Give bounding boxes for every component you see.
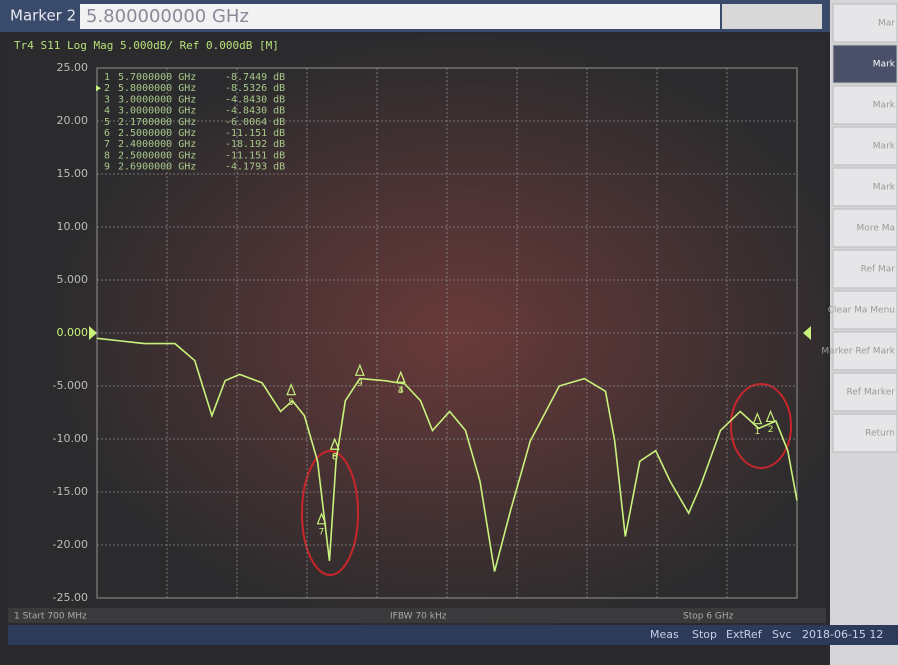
y-tick-label: 20.00 [57,114,89,127]
marker-label: 7 [319,527,325,537]
softkey-label[interactable]: Mark [873,183,896,193]
marker-label: 1 [755,427,761,437]
softkey[interactable] [832,413,898,453]
marker-row-name: 4 [104,106,110,117]
marker-row-frequency: 2.4000000 GHz [118,139,196,150]
marker-row-frequency: 5.7000000 GHz [118,72,196,83]
softkey-label[interactable]: Ref Marker [846,388,895,398]
marker-row-value: -4.1793 dB [225,162,285,173]
marker-row-name: 5 [104,117,110,128]
y-tick-label: 5.000 [57,273,89,286]
softkey[interactable] [832,290,898,330]
ref-marker [803,326,811,340]
marker-row-frequency: 2.5000000 GHz [118,128,196,139]
bottom-strip [8,608,826,623]
softkey[interactable] [832,126,898,166]
marker-label: 4 [398,386,404,396]
highlight-circle [730,383,792,469]
marker [752,412,763,425]
softkey-label[interactable]: Mark [873,60,896,70]
stop-label: Stop 6 GHz [683,612,734,622]
softkey-label[interactable]: Return [865,429,895,439]
y-tick-label: -25.00 [53,591,88,604]
softkey-label[interactable]: Marker Ref Mark [821,347,895,357]
active-indicator [96,85,101,92]
start-label: 1 Start 700 MHz [14,612,87,622]
marker-row-value: -6.0064 dB [225,117,285,128]
ifbw-label: IFBW 70 kHz [390,612,447,622]
marker-row-name: 3 [104,94,110,105]
highlight-circle [301,450,359,576]
spin-buttons[interactable] [722,4,822,29]
softkey-label[interactable]: Clear Ma Menu [828,306,895,316]
y-tick-label: 0.000 [57,326,89,339]
softkey-label[interactable]: Mar [878,19,895,29]
marker [316,512,327,525]
marker [354,363,365,376]
marker-label: 5 [288,398,294,408]
status-bar [8,625,898,645]
marker-row-name: 7 [104,139,110,150]
marker-row-frequency: 2.1700000 GHz [118,117,196,128]
status-item: 2018-06-15 12 [802,628,883,641]
marker [286,383,297,396]
marker-row-frequency: 2.6900000 GHz [118,162,196,173]
softkey[interactable] [832,331,898,371]
trace [96,337,798,572]
marker-row-name: 9 [104,162,110,173]
chart-title: Tr4 S11 Log Mag 5.000dB/ Ref 0.000dB [M] [14,39,279,52]
softkey[interactable] [832,85,898,125]
y-tick-label: 15.00 [57,167,89,180]
y-tick-label: 10.00 [57,220,89,233]
marker-row-name: 8 [104,150,110,161]
marker-row-value: -11.151 dB [225,128,285,139]
y-tick-label: -10.00 [53,432,88,445]
softkey[interactable] [832,208,898,248]
marker-label: 3 [398,386,404,396]
marker-label: 8 [332,453,338,463]
y-tick-label: 25.00 [57,61,89,74]
marker-row-frequency: 3.0000000 GHz [118,106,196,117]
toolbar-label: Marker 2 [10,7,76,25]
marker [329,437,340,450]
y-tick-label: -15.00 [53,485,88,498]
toolbar-input[interactable]: 5.800000000 GHz [86,6,249,27]
y-tick-label: -5.000 [53,379,88,392]
softkey[interactable] [832,249,898,289]
status-item: Stop [692,628,717,641]
marker [395,370,406,383]
softkey-label[interactable]: More Ma [857,224,895,234]
marker-row-value: -18.192 dB [225,139,285,150]
softkey[interactable] [832,3,898,43]
marker-row-value: -8.7449 dB [225,72,285,83]
plot-window [8,36,826,634]
marker-row-frequency: 3.0000000 GHz [118,94,196,105]
status-item: Svc [772,628,792,641]
softkey-label[interactable]: Ref Mar [861,265,896,275]
softkey-label[interactable]: Mark [873,142,896,152]
status-item: ExtRef [726,628,763,641]
marker-row-name: 1 [104,72,110,83]
status-item: Meas [650,628,679,641]
marker-label: 9 [357,379,363,389]
marker-row-name: 6 [104,128,110,139]
marker-row-name: 2 [104,83,110,94]
marker-row-value: -11.151 dB [225,150,285,161]
marker-label: 6 [332,453,338,463]
marker-label: 2 [768,425,774,435]
marker-row-value: -4.8430 dB [225,106,285,117]
marker-row-frequency: 5.8000000 GHz [118,83,196,94]
marker [765,409,776,423]
ref-marker [89,326,97,340]
marker-row-value: -4.8430 dB [225,94,285,105]
softkey[interactable] [832,167,898,207]
marker-row-frequency: 2.5000000 GHz [118,150,196,161]
softkey-label[interactable]: Mark [873,101,896,111]
toolbar-input-box[interactable] [80,4,720,29]
y-tick-label: -20.00 [53,538,88,551]
marker-row-value: -8.5326 dB [225,83,285,94]
softkey[interactable] [832,44,898,84]
softkey[interactable] [832,372,898,412]
